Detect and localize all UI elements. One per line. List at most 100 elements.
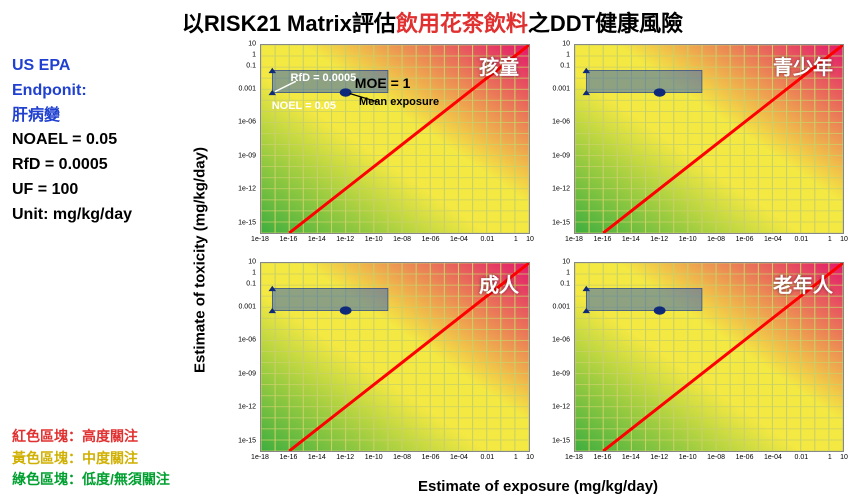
tick-label: 0.1: [246, 281, 256, 288]
panel-label: 青少年: [773, 51, 833, 80]
tick-label: 1: [514, 454, 518, 461]
x-ticks: 1e-181e-161e-141e-121e-101e-081e-061e-04…: [260, 236, 530, 250]
tick-label: 10: [840, 454, 848, 461]
tick-label: 1e-18: [251, 236, 269, 243]
rfd: RfD = 0.0005: [12, 153, 192, 178]
tick-label: 0.1: [560, 281, 570, 288]
tick-label: 0.001: [238, 85, 256, 92]
tick-label: 1: [252, 270, 256, 277]
risk21-panel: 老年人 1e-18 1e-16 1e-14 1e-12 1e-10 1e-08 1e-06 1e…: [542, 258, 848, 470]
tick-label: 1e-06: [422, 236, 440, 243]
tick-label: 1e-12: [238, 186, 256, 193]
tick-label: 1: [566, 52, 570, 59]
tick-label: 1e-16: [593, 454, 611, 461]
tick-label: 10: [248, 41, 256, 48]
tick-label: 1e-14: [622, 454, 640, 461]
y-ticks: 1010.10.0011e-061e-091e-121e-15: [542, 262, 572, 452]
y-ticks: 1010.10.0011e-061e-091e-121e-15: [228, 262, 258, 452]
tick-label: 1e-12: [552, 186, 570, 193]
tick-label: 10: [526, 454, 534, 461]
tick-label: 1e-09: [238, 370, 256, 377]
x-ticks: 1e-181e-161e-141e-121e-101e-081e-061e-04…: [260, 454, 530, 468]
tick-label: 1e-10: [365, 454, 383, 461]
tick-label: 0.001: [552, 303, 570, 310]
tick-label: 1e-16: [279, 454, 297, 461]
epa-src: US EPA: [12, 54, 192, 79]
tick-label: 1e-10: [679, 454, 697, 461]
tick-label: 1e-09: [552, 152, 570, 159]
tick-label: 10: [562, 41, 570, 48]
tick-label: 10: [562, 259, 570, 266]
tick-label: 1e-12: [336, 454, 354, 461]
title-pre: 以RISK21 Matrix評估: [182, 11, 396, 36]
uf: UF = 100: [12, 178, 192, 203]
legend: 紅色區塊：高度關注 黃色區塊：中度關注 綠色區塊：低度/無須關注: [12, 426, 170, 491]
tick-label: 1e-09: [552, 370, 570, 377]
tick-label: 1e-18: [565, 236, 583, 243]
sidebar: US EPA Endponit: 肝病變 NOAEL = 0.05 RfD = …: [12, 54, 192, 228]
tick-label: 0.01: [481, 236, 495, 243]
tick-label: 1e-16: [593, 236, 611, 243]
y-ticks: 10 1 0.1 0.001 1e-06 1e-09 1e-12 1e-15: [228, 44, 258, 234]
tick-label: 1e-08: [393, 236, 411, 243]
tick-label: 1: [514, 236, 518, 243]
noael: NOAEL = 0.05: [12, 128, 192, 153]
mean-exposure-label: Mean exposure: [359, 96, 439, 108]
y-axis-label: Estimate of toxicity (mg/kg/day): [192, 147, 209, 373]
tick-label: 1e-18: [565, 454, 583, 461]
tick-label: 1e-12: [336, 236, 354, 243]
title-red: 飲用花茶飲料: [396, 11, 528, 36]
x-ticks: 1e-181e-161e-141e-121e-101e-081e-061e-04…: [574, 236, 844, 250]
tick-label: 1e-14: [622, 236, 640, 243]
title-post: 之DDT健康風險: [528, 11, 683, 36]
legend-yellow: 黃色區塊：中度關注: [12, 448, 170, 470]
tick-label: 1e-08: [707, 454, 725, 461]
moe-label: MOE = 1: [355, 75, 411, 91]
tick-label: 1e-10: [365, 236, 383, 243]
tick-label: 10: [840, 236, 848, 243]
tick-label: 1e-15: [552, 219, 570, 226]
tick-label: 1e-08: [707, 236, 725, 243]
tick-label: 1e-09: [238, 152, 256, 159]
tick-label: 0.001: [238, 303, 256, 310]
chart-grid: 孩童MOE = 1RfD = 0.0005NOEL = 0.05Mean exp…: [228, 40, 848, 470]
unit: Unit: mg/kg/day: [12, 203, 192, 228]
tick-label: 1e-06: [422, 454, 440, 461]
risk21-panel: 成人 1e-18 1e-16 1e-14 1e-12 1e-10 1e-08 1e-06 1e-…: [228, 258, 534, 470]
legend-red: 紅色區塊：高度關注: [12, 426, 170, 448]
panel-label: 成人: [479, 269, 519, 298]
legend-green: 綠色區塊：低度/無須關注: [12, 469, 170, 491]
tick-label: 1e-06: [736, 454, 754, 461]
tick-label: 0.01: [795, 236, 809, 243]
tick-label: 1e-14: [308, 454, 326, 461]
tick-label: 1e-06: [552, 337, 570, 344]
x-axis-label: Estimate of exposure (mg/kg/day): [228, 478, 848, 495]
tick-label: 1: [252, 52, 256, 59]
tick-label: 1e-08: [393, 454, 411, 461]
tick-label: 1e-14: [308, 236, 326, 243]
tick-label: 1e-16: [279, 236, 297, 243]
tick-label: 1e-04: [764, 454, 782, 461]
tick-label: 0.01: [795, 454, 809, 461]
tick-label: 1: [828, 454, 832, 461]
tick-label: 1e-04: [450, 454, 468, 461]
tick-label: 10: [248, 259, 256, 266]
tick-label: 0.1: [560, 63, 570, 70]
endpoint-value: 肝病變: [12, 104, 192, 129]
tick-label: 0.1: [246, 63, 256, 70]
endpoint-label: Endponit:: [12, 79, 192, 104]
plot-area: 老年人: [574, 262, 844, 452]
tick-label: 1e-06: [238, 119, 256, 126]
tick-label: 1e-12: [552, 404, 570, 411]
panel-label: 老年人: [773, 269, 833, 298]
tick-label: 1e-15: [238, 219, 256, 226]
noel-label: NOEL = 0.05: [272, 100, 336, 112]
tick-label: 1e-10: [679, 236, 697, 243]
tick-label: 1e-04: [450, 236, 468, 243]
risk21-panel: 青少年1e-181e-161e-141e-121e-101e-081e-061e…: [542, 40, 848, 252]
page-title: 以RISK21 Matrix評估飲用花茶飲料之DDT健康風險: [0, 6, 865, 38]
risk21-panel: 孩童MOE = 1RfD = 0.0005NOEL = 0.05Mean exp…: [228, 40, 534, 252]
rfd-label: RfD = 0.0005: [290, 72, 356, 84]
tick-label: 1e-15: [552, 437, 570, 444]
tick-label: 1e-18: [251, 454, 269, 461]
